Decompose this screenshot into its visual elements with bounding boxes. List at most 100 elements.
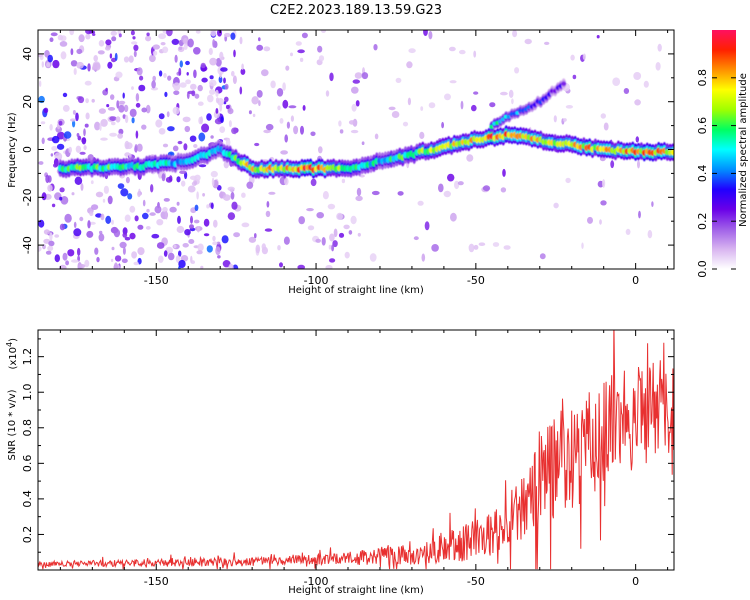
- noise-cell: [215, 108, 219, 114]
- colorbar-tick-label: 0.0: [696, 260, 709, 278]
- noise-cell: [258, 100, 261, 107]
- noise-cell: [122, 232, 128, 238]
- noise-cell: [232, 264, 239, 269]
- noise-cell: [254, 142, 260, 147]
- noise-cell: [107, 195, 113, 205]
- noise-cell: [193, 69, 197, 79]
- noise-cell: [329, 233, 335, 242]
- noise-cell: [189, 135, 197, 142]
- noise-cell: [206, 245, 213, 253]
- noise-cell: [351, 103, 357, 112]
- noise-cell: [637, 160, 640, 169]
- noise-cell: [647, 230, 653, 239]
- noise-cell: [268, 191, 276, 195]
- noise-cell: [118, 33, 122, 38]
- y-tick-label: 0.4: [21, 490, 34, 508]
- colorbar-tick-label: 0.4: [696, 165, 709, 183]
- noise-cell: [129, 205, 136, 213]
- noise-cell: [48, 240, 55, 247]
- noise-cell: [610, 160, 615, 169]
- noise-cell: [60, 196, 69, 205]
- noise-cell: [193, 144, 198, 148]
- noise-cell: [173, 244, 177, 249]
- noise-cell: [651, 201, 654, 208]
- spectrogram-x-label: Height of straight line (km): [288, 285, 424, 296]
- colorbar-ticks: 0.0 0.2 0.4 0.6 0.8: [696, 69, 736, 278]
- colorbar-label: Normalized spectral amplitude: [738, 73, 749, 227]
- noise-cell: [135, 93, 140, 102]
- noise-cell: [172, 145, 179, 152]
- noise-cell: [58, 120, 63, 126]
- noise-cell: [110, 94, 115, 100]
- noise-cell: [277, 105, 281, 111]
- noise-cell: [62, 252, 68, 261]
- noise-cell: [187, 185, 196, 193]
- noise-cell: [194, 93, 200, 99]
- noise-cell: [460, 100, 464, 110]
- spectrogram-ridge: [58, 125, 674, 179]
- noise-cell: [167, 126, 175, 132]
- noise-cell: [114, 255, 122, 262]
- noise-cell: [277, 245, 281, 251]
- noise-cell: [223, 101, 227, 105]
- noise-cell: [105, 46, 111, 51]
- noise-cell: [123, 56, 130, 63]
- noise-cell: [73, 221, 77, 228]
- noise-cell: [174, 54, 178, 63]
- y-tick-label: 0.2: [21, 526, 34, 544]
- noise-cell: [210, 135, 214, 139]
- noise-cell: [553, 202, 559, 209]
- noise-cell: [539, 253, 546, 260]
- y-tick-label: 0.6: [21, 455, 34, 473]
- noise-cell: [149, 54, 156, 63]
- y-tick-label: -20: [21, 188, 34, 206]
- spectrogram-x-ticks: -150 -100 -50 0: [59, 30, 669, 287]
- noise-cell: [227, 212, 236, 221]
- noise-cell: [135, 102, 141, 108]
- noise-cell: [98, 108, 106, 114]
- noise-cell: [56, 131, 65, 140]
- noise-cell: [160, 42, 166, 46]
- noise-cell: [406, 61, 413, 69]
- noise-cell: [203, 218, 210, 227]
- noise-cell: [151, 233, 160, 239]
- noise-cell: [443, 190, 451, 198]
- noise-cell: [306, 208, 314, 212]
- noise-cell: [111, 121, 116, 126]
- noise-cell: [98, 40, 105, 47]
- y-tick-label: 0.8: [21, 419, 34, 437]
- noise-cell: [285, 65, 290, 71]
- noise-cell: [512, 30, 518, 38]
- noise-cell: [197, 84, 203, 92]
- noise-cell: [163, 250, 168, 257]
- noise-cell: [224, 32, 231, 38]
- noise-cell: [181, 180, 186, 187]
- noise-cell: [288, 105, 297, 109]
- noise-cell: [177, 46, 185, 53]
- noise-cell: [228, 120, 232, 128]
- noise-cell: [321, 30, 326, 33]
- noise-cell: [142, 212, 149, 220]
- noise-cell: [71, 259, 79, 263]
- noise-cell: [315, 238, 322, 243]
- noise-cell: [348, 230, 353, 235]
- ridge-cell: [561, 81, 567, 86]
- noise-cell: [209, 79, 217, 87]
- y-tick-label: 0: [21, 146, 34, 153]
- x-tick-label: -150: [144, 575, 169, 588]
- noise-cell: [492, 242, 500, 247]
- noise-cell: [423, 30, 428, 36]
- noise-cell: [118, 105, 125, 113]
- noise-cell: [283, 236, 290, 245]
- noise-cell: [55, 126, 62, 133]
- noise-cell: [388, 106, 396, 111]
- noise-cell: [45, 174, 50, 184]
- snr-y-ticks: 0.2 0.4 0.6 0.8 1.0 1.2: [21, 338, 674, 553]
- snr-series-line: [38, 330, 674, 570]
- noise-cell: [49, 232, 53, 241]
- noise-cell: [293, 125, 299, 135]
- noise-cell: [633, 72, 642, 80]
- noise-cell: [120, 188, 129, 197]
- noise-cell: [134, 215, 139, 222]
- noise-cell: [163, 73, 167, 78]
